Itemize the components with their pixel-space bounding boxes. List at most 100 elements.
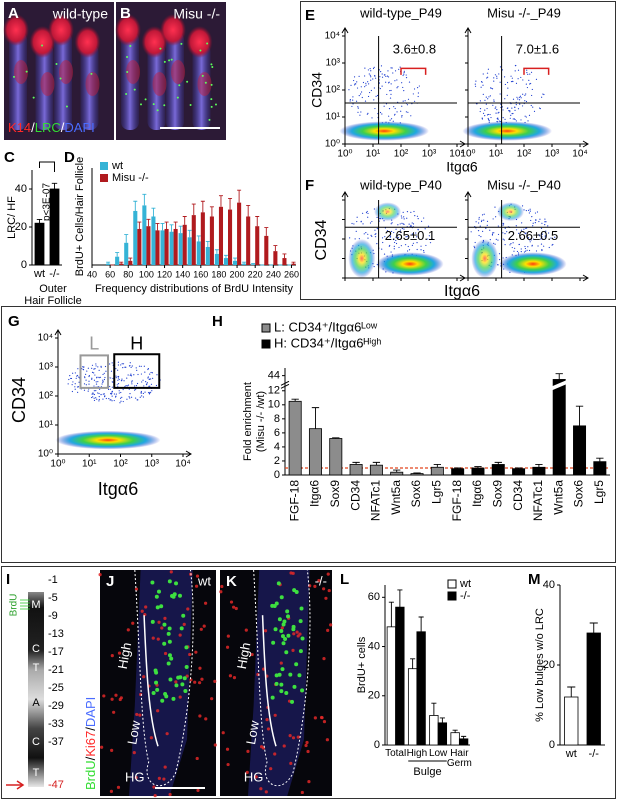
event-dot	[493, 100, 495, 102]
brdu-dot	[154, 594, 159, 599]
event-dot	[403, 223, 405, 225]
event-dot	[353, 84, 356, 86]
gate-stat: 2.65±0.1	[385, 228, 436, 243]
event-dot	[526, 71, 528, 74]
event-dot	[76, 375, 78, 377]
event-dot	[391, 222, 393, 224]
event-dot	[410, 225, 412, 227]
marker-label: BrdU	[9, 594, 20, 617]
brdu-dot	[277, 672, 282, 677]
event-dot	[77, 391, 79, 393]
y-axis	[341, 27, 349, 144]
follicle-outline	[253, 569, 311, 787]
legend-swatch	[261, 323, 271, 333]
ki67-dot	[198, 714, 202, 718]
event-dot	[130, 366, 132, 368]
event-dot	[482, 230, 484, 232]
event-dot	[479, 107, 482, 110]
event-dot	[422, 249, 425, 252]
population	[471, 239, 499, 278]
bar	[164, 228, 169, 265]
error-bar	[311, 407, 320, 429]
ki67-dot	[273, 752, 277, 756]
event-dot	[360, 111, 362, 113]
event-dot	[491, 233, 494, 236]
gate-bracket	[523, 67, 550, 75]
ki67-dot	[273, 713, 277, 717]
ki67-dot	[144, 605, 148, 609]
gate-low	[79, 354, 109, 389]
event-dot	[428, 235, 430, 237]
event-dot	[101, 383, 103, 385]
error-bar	[124, 234, 129, 243]
panel-letter: M	[528, 571, 541, 588]
ki67-dot	[156, 637, 160, 641]
event-dot	[475, 221, 477, 223]
event-dot	[392, 238, 394, 241]
ki67-dot	[156, 709, 160, 713]
event-dot	[415, 232, 417, 234]
event-dot	[532, 106, 534, 108]
event-dot	[541, 96, 543, 98]
event-dot	[365, 212, 368, 214]
ki67-dot	[245, 770, 249, 774]
event-dot	[518, 243, 520, 246]
event-dot	[531, 88, 533, 91]
event-dot	[131, 381, 133, 383]
event-dot	[105, 397, 107, 400]
event-dot	[544, 218, 546, 220]
panel-letter: E	[305, 7, 315, 24]
event-dot	[527, 237, 530, 239]
panel-letter: A	[8, 5, 19, 22]
y-tick-label: 8	[274, 413, 280, 425]
event-dot	[404, 244, 407, 246]
event-dot	[147, 376, 149, 378]
significance-bracket	[39, 161, 55, 172]
region-label: HG	[244, 769, 264, 784]
x-axis-label: Itgα6	[444, 283, 480, 300]
event-dot	[365, 82, 367, 84]
event-dot	[548, 246, 550, 249]
event-dot	[129, 362, 131, 364]
event-dot	[480, 236, 482, 238]
event-dot	[514, 109, 516, 111]
ki67-dot	[186, 607, 190, 611]
event-dot	[504, 227, 506, 229]
lrc-dot	[163, 104, 166, 107]
error-bar	[182, 216, 187, 225]
micrograph: K -/- High Low HG	[219, 569, 333, 796]
x-tick-label: Low	[428, 749, 448, 759]
event-dot	[368, 83, 370, 85]
event-dot	[407, 245, 409, 248]
brdu-dot	[294, 590, 299, 595]
ki67-dot	[203, 601, 208, 605]
bar	[128, 260, 133, 265]
lrc-dot	[170, 58, 173, 61]
brdu-dot	[286, 633, 291, 638]
event-dot	[401, 82, 403, 84]
event-dot	[95, 365, 97, 367]
lrc-dot	[210, 63, 213, 66]
event-dot	[144, 371, 146, 373]
event-dot	[108, 397, 110, 400]
event-dot	[109, 399, 111, 401]
y-tick-label: 10¹	[39, 420, 54, 431]
x-tick-label: Sox9	[490, 480, 504, 508]
bar	[137, 228, 142, 265]
event-dot	[134, 385, 136, 387]
ki67-dot	[296, 735, 300, 739]
x-axis	[468, 140, 589, 148]
event-dot	[74, 383, 76, 385]
ki67-dot	[110, 697, 114, 701]
error-bar	[474, 466, 482, 468]
error-bar	[282, 253, 287, 259]
event-dot	[126, 385, 128, 387]
event-dot	[491, 88, 494, 90]
ki67-dot	[266, 727, 271, 731]
event-dot	[399, 223, 401, 225]
event-dot	[494, 243, 496, 245]
event-dot	[155, 384, 158, 387]
bar	[106, 263, 111, 265]
